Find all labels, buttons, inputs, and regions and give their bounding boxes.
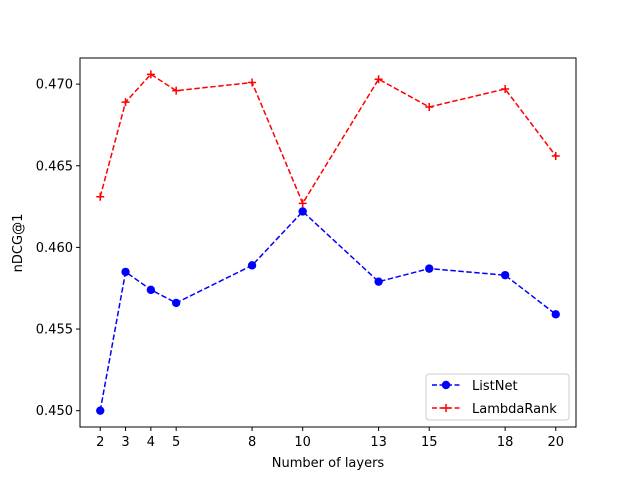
legend-lambdarank-label: LambdaRank bbox=[472, 402, 557, 417]
x-tick-label: 10 bbox=[294, 435, 311, 450]
data-point-listnet bbox=[247, 261, 257, 270]
y-tick-label: 0.450 bbox=[36, 404, 73, 419]
y-tick-label: 0.455 bbox=[36, 323, 73, 338]
data-point-listnet bbox=[146, 285, 156, 295]
y-tick-label: 0.460 bbox=[36, 241, 73, 256]
data-point-lambdarank bbox=[172, 86, 181, 95]
data-point-listnet bbox=[96, 406, 105, 415]
data-point-lambdarank bbox=[248, 78, 257, 87]
x-axis-label: Number of layers bbox=[272, 456, 385, 471]
series-line-lambdarank bbox=[99, 73, 557, 205]
data-point-listnet bbox=[425, 264, 434, 273]
x-tick-label: 18 bbox=[497, 435, 514, 450]
data-point-listnet bbox=[171, 298, 181, 308]
legend-listnet-marker bbox=[441, 380, 451, 390]
y-axis-label: nDCG@1 bbox=[11, 214, 26, 273]
ticks-layer: 2 3 4 5 8 10 13 15 18 20 0.450 0.455 0.460 0.465 0.470 bbox=[36, 78, 564, 450]
series-line-listnet bbox=[99, 210, 557, 411]
data-point-listnet bbox=[121, 267, 130, 277]
data-point-lambdarank bbox=[146, 70, 155, 79]
data-point-lambdarank bbox=[551, 151, 560, 160]
x-tick-label: 13 bbox=[370, 435, 387, 450]
data-point-lambdarank bbox=[96, 192, 105, 201]
legend-listnet-label: ListNet bbox=[472, 379, 518, 394]
data-point-lambdarank bbox=[501, 85, 510, 94]
x-tick-label: 15 bbox=[421, 435, 438, 450]
data-point-listnet bbox=[551, 310, 560, 319]
data-point-lambdarank bbox=[298, 199, 307, 208]
data-point-listnet bbox=[298, 207, 307, 216]
data-point-lambdarank bbox=[374, 75, 383, 84]
data-point-lambdarank bbox=[121, 98, 130, 107]
legend: ListNet LambdaRank bbox=[425, 373, 570, 421]
data-point-listnet bbox=[500, 270, 510, 280]
y-tick-label: 0.470 bbox=[36, 78, 73, 93]
x-tick-label: 4 bbox=[147, 435, 155, 450]
plot-frame bbox=[79, 57, 577, 428]
y-tick-label: 0.465 bbox=[36, 159, 73, 174]
x-tick-label: 3 bbox=[121, 435, 129, 450]
x-tick-label: 2 bbox=[96, 435, 104, 450]
data-point-listnet bbox=[374, 277, 383, 286]
legend-box bbox=[425, 373, 570, 421]
series-layer bbox=[96, 70, 560, 415]
x-tick-label: 5 bbox=[172, 435, 180, 450]
x-tick-label: 20 bbox=[547, 435, 564, 450]
legend-lambdarank-marker bbox=[442, 404, 450, 412]
plot-area bbox=[80, 58, 576, 427]
x-tick-label: 8 bbox=[248, 435, 256, 450]
data-point-lambdarank bbox=[425, 102, 434, 111]
